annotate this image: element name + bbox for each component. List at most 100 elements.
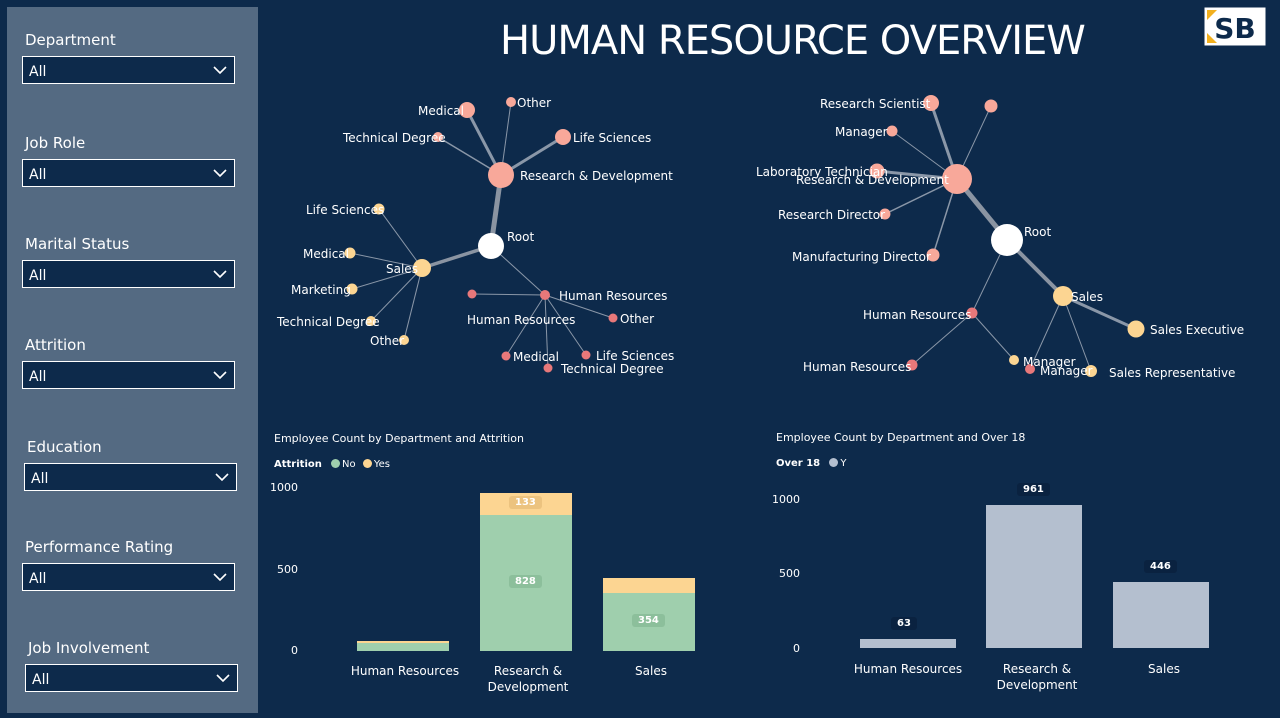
tree-label: Other: [370, 334, 404, 348]
y-tick: 500: [277, 563, 298, 576]
x-category-label: Research & Development: [996, 662, 1078, 692]
data-label: 63: [891, 616, 917, 630]
filter-label-job-involvement: Job Involvement: [28, 639, 150, 657]
tree-label: Medical: [418, 104, 464, 118]
bar-yes-0[interactable]: [357, 640, 449, 643]
tree-node-sales: [413, 259, 431, 277]
tree-label: Other: [517, 96, 551, 110]
sb-logo-icon: SB: [1204, 7, 1266, 46]
tree-node: [399, 335, 409, 345]
legend-swatch-yes: [362, 459, 372, 468]
data-label: 828: [509, 575, 542, 589]
bar-over18-0[interactable]: [860, 638, 956, 648]
tree-node: [366, 316, 376, 326]
job-role-dropdown[interactable]: All: [22, 159, 235, 187]
legend-item-y: Y: [840, 458, 847, 469]
tree-label: Manager: [835, 125, 888, 139]
tree-label: Sales: [1071, 290, 1103, 304]
tree-label: Other: [620, 312, 654, 326]
bar-over18-1[interactable]: [986, 504, 1082, 648]
tree-label: Research & Development: [520, 169, 673, 183]
data-label: 446: [1144, 559, 1177, 573]
filter-sidebar: [7, 7, 258, 713]
x-category-label: Research & Development: [487, 664, 569, 694]
filter-label-attrition: Attrition: [25, 336, 86, 354]
tree-label: Technical Degree: [276, 315, 380, 329]
tree-label: Medical: [513, 350, 559, 364]
tree-label: Life Sciences: [573, 131, 651, 145]
tree-node: [886, 125, 898, 137]
tree-label: Root: [507, 230, 534, 244]
tree-label: Human Resources: [863, 308, 971, 322]
chevron-down-icon: [215, 473, 229, 482]
legend-swatch-y: [829, 458, 839, 467]
tree-node: [459, 102, 475, 118]
tree-node: [1025, 364, 1035, 374]
chevron-down-icon: [213, 573, 227, 582]
x-category-label: Sales: [635, 664, 667, 678]
department-dropdown[interactable]: All: [22, 56, 235, 84]
tree-node: [433, 132, 443, 142]
legend-item-yes: Yes: [373, 459, 390, 470]
y-tick: 0: [793, 642, 800, 655]
tree-label: Manager: [1023, 355, 1076, 369]
tree-label: Human Resources: [559, 289, 667, 303]
chevron-down-icon: [213, 371, 227, 380]
page-title: HUMAN RESOURCE OVERVIEW: [500, 18, 1086, 64]
education-dropdown[interactable]: All: [24, 463, 237, 491]
tree-label: Research Scientist: [820, 97, 931, 111]
tree-node: [344, 247, 356, 259]
tree-root-node: [991, 224, 1023, 256]
tree-label: Sales Executive: [1150, 323, 1244, 337]
tree-node-hr: [540, 290, 550, 300]
y-tick: 1000: [772, 493, 800, 506]
tree-label: Sales: [386, 262, 418, 276]
dropdown-value: All: [29, 571, 47, 587]
dropdown-value: All: [29, 167, 47, 183]
tree-label: Life Sciences: [596, 349, 674, 363]
filter-label-education: Education: [27, 438, 102, 456]
legend-swatch-no: [331, 459, 341, 468]
tree-label: Technical Degree: [560, 362, 664, 376]
dropdown-value: All: [29, 64, 47, 80]
tree-node: [501, 351, 511, 361]
y-tick: 1000: [270, 481, 298, 494]
data-label: 354: [632, 613, 665, 627]
filter-label-department: Department: [25, 31, 116, 49]
tree-label: Technical Degree: [342, 131, 446, 145]
tree-node: [581, 350, 591, 360]
job-involvement-dropdown[interactable]: All: [25, 664, 238, 692]
tree-node: [923, 95, 939, 111]
attrition-dropdown[interactable]: All: [22, 361, 235, 389]
bar-over18-2[interactable]: [1113, 581, 1209, 648]
tree-node: [608, 313, 618, 323]
tree-node: [1085, 365, 1097, 377]
bar-yes-2[interactable]: [603, 577, 695, 593]
tree-node: [506, 97, 516, 107]
tree-node: [879, 208, 891, 220]
tree-node-sales: [1053, 286, 1073, 306]
filter-label-job-role: Job Role: [25, 134, 86, 152]
performance-rating-dropdown[interactable]: All: [22, 563, 235, 591]
chevron-down-icon: [213, 270, 227, 279]
marital-status-dropdown[interactable]: All: [22, 260, 235, 288]
dropdown-value: All: [29, 369, 47, 385]
tree-node-hr: [966, 307, 978, 319]
bar-no-0[interactable]: [357, 642, 449, 651]
chevron-down-icon: [216, 674, 230, 683]
logo-text: SB: [1214, 12, 1256, 45]
tree-label: Root: [1024, 225, 1051, 239]
tree-label: Research & Development: [796, 173, 949, 187]
x-category-label: Sales: [1148, 662, 1180, 676]
tree-node: [984, 99, 998, 113]
tree-root-node: [478, 233, 504, 259]
tree-node: [346, 283, 358, 295]
tree-label: Research Director: [778, 208, 885, 222]
x-category-label: Human Resources: [350, 664, 460, 678]
tree-label: Sales Representative: [1109, 366, 1235, 380]
tree-label: Human Resources: [803, 360, 911, 374]
tree-node: [373, 203, 385, 215]
data-label: 961: [1017, 482, 1050, 496]
